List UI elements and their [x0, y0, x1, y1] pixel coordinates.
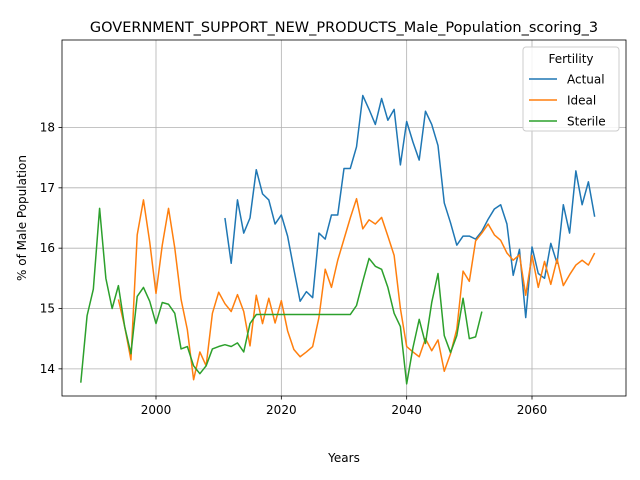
- chart-title: GOVERNMENT_SUPPORT_NEW_PRODUCTS_Male_Pop…: [90, 20, 598, 36]
- y-tick-label: 14: [40, 362, 55, 376]
- legend-box: [522, 46, 620, 132]
- y-tick-label: 16: [40, 241, 55, 255]
- x-axis-label: Years: [327, 451, 360, 465]
- y-axis-label: % of Male Population: [15, 155, 29, 281]
- legend-label-ideal: Ideal: [567, 94, 596, 108]
- y-tick-label: 17: [40, 181, 55, 195]
- legend-label-sterile: Sterile: [567, 115, 606, 129]
- series-line-actual: [224, 94, 596, 319]
- x-tick-label: 2000: [141, 403, 172, 417]
- legend: Fertility Actual Ideal Sterile: [522, 46, 620, 132]
- plot-frame: [61, 39, 627, 397]
- x-tick-label: 2040: [391, 403, 422, 417]
- legend-label-actual: Actual: [567, 73, 605, 87]
- series-line-sterile: [80, 207, 483, 385]
- y-tick-label: 18: [40, 120, 55, 134]
- axis-ticks: 2000 2020 2040 2060 14 15 16 17 18: [40, 120, 548, 417]
- x-tick-label: 2060: [517, 403, 548, 417]
- series-lines: [80, 94, 596, 385]
- series-line-ideal: [117, 197, 596, 381]
- x-tick-label: 2020: [266, 403, 297, 417]
- legend-title: Fertility: [548, 52, 593, 66]
- y-tick-label: 15: [40, 302, 55, 316]
- legend-items: Actual Ideal Sterile: [529, 73, 606, 129]
